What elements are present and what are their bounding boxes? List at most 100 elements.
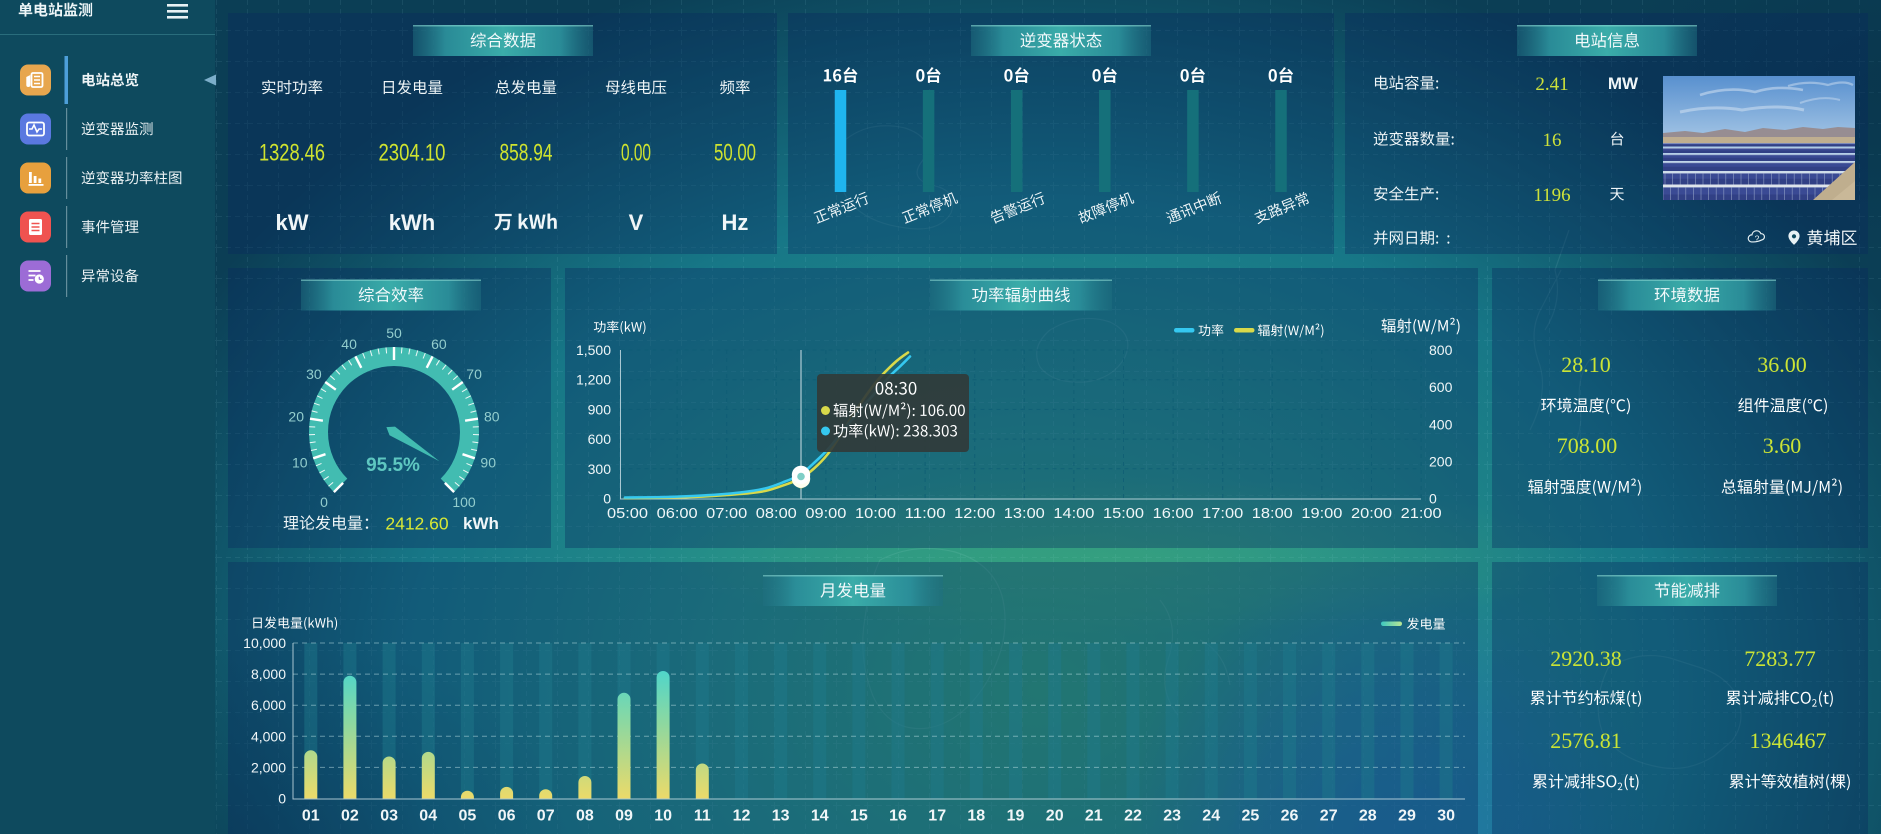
svg-text:07: 07 [537, 807, 555, 824]
svg-text:10: 10 [654, 807, 672, 824]
svg-text:40: 40 [341, 336, 357, 352]
svg-text:7283.77: 7283.77 [1744, 646, 1816, 671]
svg-text:17: 17 [928, 807, 946, 824]
svg-text:13:00: 13:00 [1004, 505, 1045, 522]
svg-text:05: 05 [459, 807, 477, 824]
svg-text:13: 13 [772, 807, 790, 824]
svg-text:21:00: 21:00 [1401, 505, 1442, 522]
svg-text:100: 100 [452, 494, 476, 510]
svg-text:2576.81: 2576.81 [1550, 728, 1622, 753]
svg-text:400: 400 [1429, 416, 1453, 432]
svg-text:kWh: kWh [463, 514, 499, 533]
svg-text:1328.46: 1328.46 [259, 140, 325, 167]
svg-text:0: 0 [320, 494, 328, 510]
svg-text:0: 0 [1429, 491, 1437, 507]
svg-text:1,500: 1,500 [576, 342, 611, 358]
svg-text:11:00: 11:00 [905, 505, 946, 522]
svg-text:01: 01 [302, 807, 320, 824]
svg-text:30: 30 [306, 366, 322, 382]
svg-text:2412.60: 2412.60 [385, 513, 449, 533]
svg-text:05:00: 05:00 [607, 505, 648, 522]
svg-text:04: 04 [419, 807, 437, 824]
svg-text:12:00: 12:00 [954, 505, 995, 522]
svg-text:21: 21 [1085, 807, 1103, 824]
svg-text:900: 900 [588, 401, 612, 417]
svg-text:08:00: 08:00 [756, 505, 797, 522]
svg-text:50.00: 50.00 [714, 140, 756, 167]
svg-text:14: 14 [811, 807, 829, 824]
svg-text:10: 10 [292, 455, 308, 471]
svg-text:4,000: 4,000 [251, 728, 286, 744]
svg-text:kWh: kWh [389, 210, 435, 235]
svg-text:28: 28 [1359, 807, 1377, 824]
svg-text:36.00: 36.00 [1757, 352, 1807, 377]
svg-text:80: 80 [484, 409, 500, 425]
svg-text:95.5%: 95.5% [366, 455, 420, 476]
svg-text:2.41: 2.41 [1535, 74, 1568, 95]
svg-text:50: 50 [386, 325, 402, 341]
svg-text:24: 24 [1202, 807, 1220, 824]
svg-text:600: 600 [1429, 379, 1453, 395]
svg-text:29: 29 [1398, 807, 1416, 824]
svg-text:800: 800 [1429, 342, 1453, 358]
svg-text:0: 0 [603, 491, 611, 507]
svg-text:?: ? [1755, 234, 1760, 244]
svg-text:8,000: 8,000 [251, 666, 286, 682]
svg-text:0.00: 0.00 [621, 140, 651, 167]
svg-text:2920.38: 2920.38 [1550, 646, 1622, 671]
svg-text:70: 70 [466, 366, 482, 382]
svg-text:708.00: 708.00 [1557, 433, 1618, 458]
svg-text:02: 02 [341, 807, 359, 824]
svg-text:3.60: 3.60 [1763, 433, 1802, 458]
svg-text:90: 90 [480, 455, 496, 471]
svg-text:15:00: 15:00 [1103, 505, 1144, 522]
svg-text:2304.10: 2304.10 [379, 140, 446, 167]
svg-text:858.94: 858.94 [500, 140, 553, 167]
svg-text:MW: MW [1608, 74, 1639, 93]
svg-text:08: 08 [576, 807, 594, 824]
svg-text:06: 06 [498, 807, 516, 824]
svg-text:06:00: 06:00 [657, 505, 698, 522]
svg-text:18: 18 [967, 807, 985, 824]
svg-text:1196: 1196 [1533, 185, 1570, 206]
svg-text:20:00: 20:00 [1351, 505, 1392, 522]
svg-text:60: 60 [431, 336, 447, 352]
svg-text:16: 16 [1543, 130, 1562, 151]
svg-text:kW: kW [276, 210, 309, 235]
svg-text:23: 23 [1163, 807, 1181, 824]
svg-text:17:00: 17:00 [1202, 505, 1243, 522]
svg-text:30: 30 [1437, 807, 1455, 824]
svg-text:07:00: 07:00 [706, 505, 747, 522]
svg-text:28.10: 28.10 [1561, 352, 1611, 377]
svg-text:6,000: 6,000 [251, 697, 286, 713]
svg-text:18:00: 18:00 [1252, 505, 1293, 522]
svg-text:16: 16 [889, 807, 907, 824]
svg-text:15: 15 [850, 807, 868, 824]
svg-text:2,000: 2,000 [251, 759, 286, 775]
svg-text:20: 20 [288, 409, 304, 425]
svg-text:10:00: 10:00 [855, 505, 896, 522]
svg-text:19: 19 [1007, 807, 1025, 824]
svg-text:03: 03 [380, 807, 398, 824]
svg-text:09: 09 [615, 807, 633, 824]
svg-text:1346467: 1346467 [1750, 728, 1827, 753]
svg-text:16:00: 16:00 [1153, 505, 1194, 522]
svg-text:0: 0 [278, 791, 286, 807]
svg-text:Hz: Hz [722, 210, 749, 235]
svg-text:600: 600 [588, 431, 612, 447]
svg-text:V: V [629, 210, 644, 235]
svg-text:200: 200 [1429, 453, 1453, 469]
svg-text:10,000: 10,000 [243, 635, 286, 651]
svg-text:27: 27 [1320, 807, 1338, 824]
svg-text:300: 300 [588, 461, 612, 477]
svg-text:19:00: 19:00 [1301, 505, 1342, 522]
svg-text:11: 11 [694, 807, 711, 824]
svg-text:22: 22 [1124, 807, 1142, 824]
svg-text:25: 25 [1242, 807, 1260, 824]
svg-text:1,200: 1,200 [576, 372, 611, 388]
svg-text:26: 26 [1281, 807, 1299, 824]
svg-text:09:00: 09:00 [805, 505, 846, 522]
svg-text:20: 20 [1046, 807, 1064, 824]
svg-text:12: 12 [733, 807, 751, 824]
svg-text:14:00: 14:00 [1053, 505, 1094, 522]
